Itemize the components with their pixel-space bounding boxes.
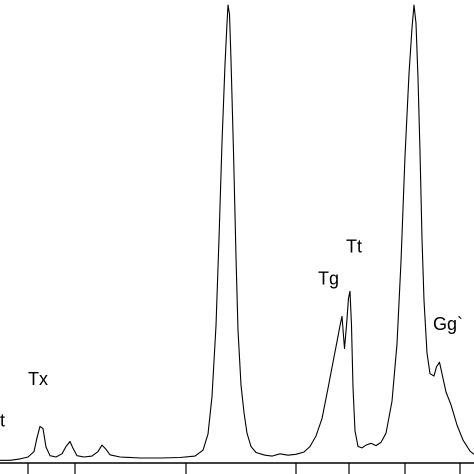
peak-labels: t Tx Tg Tt Gg` xyxy=(0,236,463,430)
peak-label: Tx xyxy=(28,369,48,389)
peak-label: Gg` xyxy=(433,314,463,334)
peak-label: Tt xyxy=(346,236,362,256)
peak-label: Tg xyxy=(318,268,339,288)
spectrum-series-line xyxy=(0,4,474,461)
x-axis-ticks xyxy=(27,463,461,474)
peak-label: t xyxy=(0,410,5,430)
